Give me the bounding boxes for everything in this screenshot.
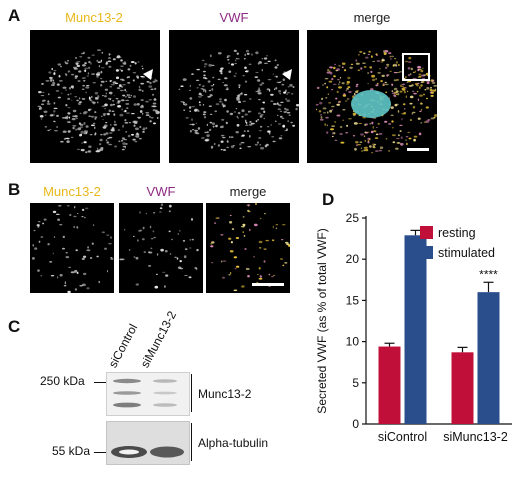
lane-label-simunc13-2: siMunc13-2	[137, 308, 180, 370]
panel-a-merge-image	[307, 30, 437, 163]
panel-b-vwf-image	[119, 203, 203, 293]
panel-a-merge-label: merge	[353, 10, 391, 25]
marker-250-tick	[94, 382, 106, 383]
panel-a-munc13-2-image	[30, 30, 160, 163]
y-axis-label: Secreted VWF (as % of total VWF)	[315, 228, 329, 413]
panel-c-letter: C	[8, 317, 21, 336]
panel-a-munc13-2-label: Munc13-2	[65, 10, 123, 25]
lane-label-sicontrol: siControl	[105, 321, 141, 370]
marker-250-label: 250 kDa	[40, 374, 85, 388]
western-blot-munc13-2	[106, 372, 190, 416]
bar-chart: 0 5 10 15 20 25 Secreted VWF (as % of total VW…	[300, 200, 518, 472]
y-tick-label: 25	[346, 211, 360, 225]
bar-stimulated-0	[404, 235, 427, 424]
bar-chart-svg: 0 5 10 15 20 25 Secreted VWF (as % of total VW…	[315, 211, 512, 444]
bar-resting-0	[378, 346, 401, 424]
band-label-alpha-tubulin: Alpha-tubulin	[198, 436, 269, 450]
x-category-label: siMunc13-2	[443, 430, 508, 444]
marker-55-tick	[94, 452, 106, 453]
y-tick-label: 20	[346, 252, 360, 266]
panel-a-letter: A	[8, 6, 21, 25]
panel-b-munc13-2-label: Munc13-2	[43, 184, 101, 199]
x-category-label: siControl	[378, 430, 427, 444]
panel-b-merge-image	[206, 203, 290, 293]
bar-stimulated-1	[477, 292, 500, 424]
panel-b-vwf-label: VWF	[146, 184, 176, 199]
y-tick-label: 15	[346, 293, 360, 307]
bar-resting-1	[451, 352, 474, 424]
panel-b-letter: B	[8, 180, 21, 199]
band-label-munc13-2: Munc13-2	[198, 387, 252, 401]
panel-b-merge-label: merge	[229, 184, 267, 199]
y-tick-label: 5	[352, 376, 359, 390]
y-tick-label: 0	[352, 417, 359, 431]
panel-a-vwf-label: VWF	[219, 10, 249, 25]
legend-label-resting: resting	[438, 226, 476, 240]
legend-swatch-resting	[420, 226, 433, 239]
bracket-munc13-2	[191, 374, 196, 412]
bracket-alpha-tubulin	[191, 423, 196, 461]
legend-swatch-stimulated	[420, 246, 433, 259]
panel-b-munc13-2-image	[30, 203, 114, 293]
significance-annotation: ****	[479, 267, 498, 281]
marker-55-label: 55 kDa	[52, 444, 91, 458]
panel-d-letter: D	[322, 190, 335, 209]
western-blot-alpha-tubulin	[106, 421, 190, 465]
y-tick-label: 10	[346, 335, 360, 349]
legend-label-stimulated: stimulated	[438, 246, 495, 260]
panel-a-vwf-image	[169, 30, 299, 163]
